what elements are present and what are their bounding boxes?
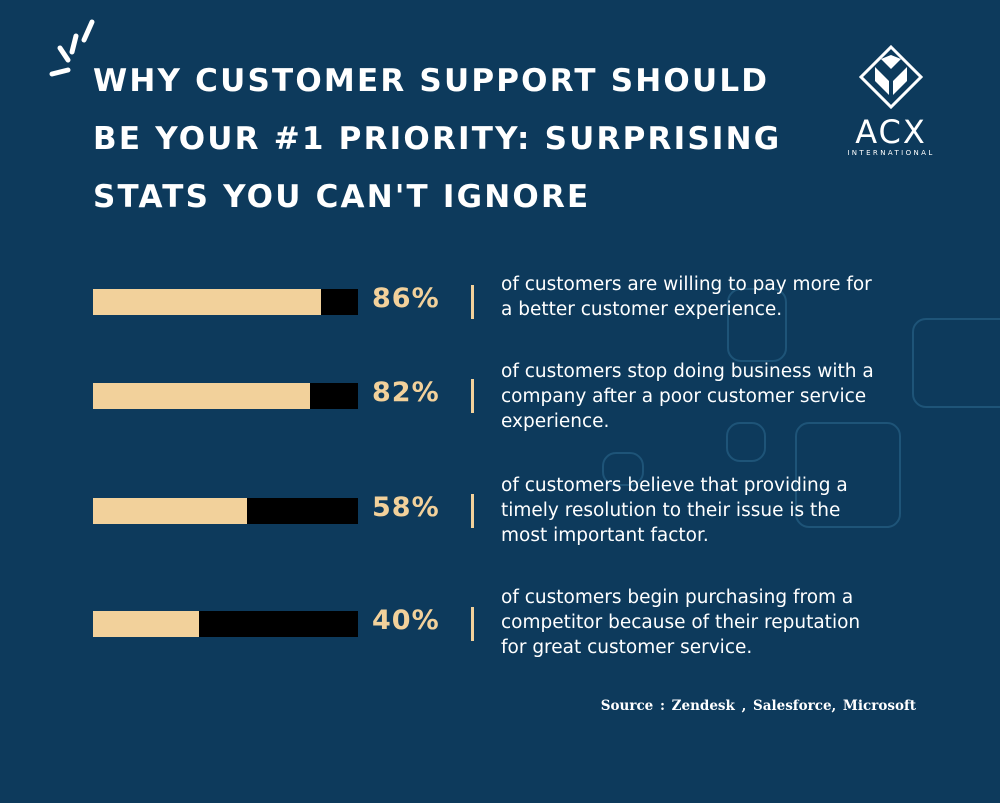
desc-line: experience. [501, 411, 610, 432]
spark-lines-icon [49, 19, 95, 77]
stat-description: of customers are willing to pay more for… [501, 272, 931, 322]
source-note: Source : Zendesk , Salesforce, Microsoft [600, 698, 916, 714]
logo-subtext: INTERNATIONAL [847, 149, 935, 157]
stat-description: of customers believe that providing a ti… [501, 473, 931, 548]
bar-fill [93, 611, 199, 637]
bar-fill [93, 383, 311, 409]
desc-line: company after a poor customer service [501, 386, 867, 407]
desc-line: most important factor. [501, 525, 709, 546]
logo-wordmark: ACX [855, 113, 927, 151]
acx-logo: ACX INTERNATIONAL [842, 45, 940, 175]
bar-track [93, 611, 358, 637]
bar-track [93, 383, 358, 409]
title-line-3: STATS YOU CAN'T IGNORE [93, 179, 591, 215]
acx-diamond-logo-icon [859, 45, 923, 109]
divider [471, 285, 474, 319]
percent-label: 40% [372, 605, 440, 636]
decorative-square [602, 452, 644, 486]
percent-label: 58% [372, 492, 440, 523]
desc-line: a better customer experience. [501, 299, 783, 320]
decorative-square [727, 288, 787, 362]
divider [471, 494, 474, 528]
bar-track [93, 498, 358, 524]
decorative-square [912, 318, 1000, 408]
desc-line: competitor because of their reputation [501, 612, 861, 633]
page-title: WHY CUSTOMER SUPPORT SHOULD BE YOUR #1 P… [93, 52, 813, 226]
decorative-square [726, 422, 766, 462]
stat-description: of customers stop doing business with a … [501, 359, 931, 434]
title-line-2: BE YOUR #1 PRIORITY: SURPRISING [93, 121, 782, 157]
bar-fill [93, 289, 321, 315]
bar-track [93, 289, 358, 315]
percent-label: 82% [372, 377, 440, 408]
desc-line: of customers begin purchasing from a [501, 587, 854, 608]
bar-fill [93, 498, 247, 524]
percent-label: 86% [372, 283, 440, 314]
divider [471, 379, 474, 413]
divider [471, 607, 474, 641]
desc-line: for great customer service. [501, 637, 753, 658]
desc-line: of customers are willing to pay more for [501, 274, 872, 295]
desc-line: of customers believe that providing a [501, 475, 848, 496]
desc-line: of customers stop doing business with a [501, 361, 874, 382]
title-line-1: WHY CUSTOMER SUPPORT SHOULD [93, 63, 770, 99]
stat-description: of customers begin purchasing from a com… [501, 585, 931, 660]
decorative-square [795, 422, 901, 528]
desc-line: timely resolution to their issue is the [501, 500, 841, 521]
